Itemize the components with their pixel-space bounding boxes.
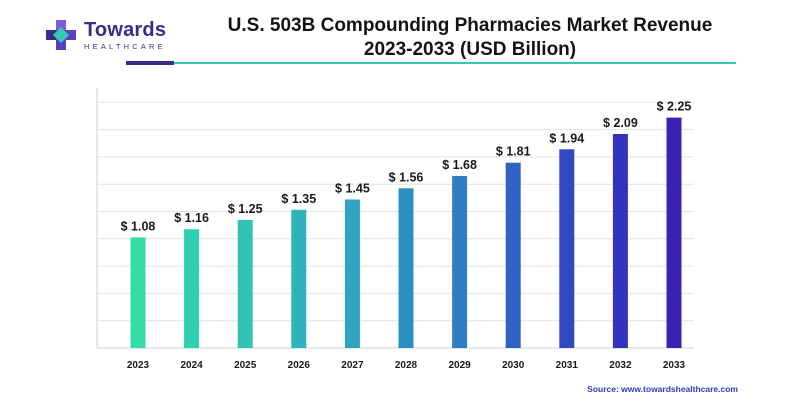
data-label-2029: $ 1.68 xyxy=(442,158,477,172)
bar-2025 xyxy=(237,220,253,348)
title-rule xyxy=(174,62,736,64)
x-tick-label-2027: 2027 xyxy=(341,360,364,371)
bar-2031 xyxy=(559,149,575,348)
data-label-2023: $ 1.08 xyxy=(121,219,156,233)
bar-2033 xyxy=(666,117,682,348)
brand-logo: Towards HEALTHCARE xyxy=(44,18,166,52)
title-rule-accent xyxy=(126,61,174,65)
bar-2029 xyxy=(452,176,468,348)
x-tick-label-2026: 2026 xyxy=(288,360,311,371)
bar-2023 xyxy=(130,237,146,348)
data-label-2027: $ 1.45 xyxy=(335,182,370,196)
data-label-2033: $ 2.25 xyxy=(657,100,692,114)
data-label-2025: $ 1.25 xyxy=(228,202,263,216)
bar-2030 xyxy=(505,162,521,348)
x-tick-label-2025: 2025 xyxy=(234,360,257,371)
chart-title-line1: U.S. 503B Compounding Pharmacies Market … xyxy=(227,15,713,36)
x-tick-label-2028: 2028 xyxy=(395,360,418,371)
data-label-2031: $ 1.94 xyxy=(549,131,584,145)
chart-title: U.S. 503B Compounding Pharmacies Market … xyxy=(200,14,740,62)
bar-2026 xyxy=(291,209,307,348)
x-tick-label-2032: 2032 xyxy=(609,360,632,371)
medical-cross-icon xyxy=(46,20,76,50)
x-tick-label-2024: 2024 xyxy=(180,360,203,371)
x-tick-label-2031: 2031 xyxy=(556,360,579,371)
data-label-2032: $ 2.09 xyxy=(603,116,638,130)
data-label-2024: $ 1.16 xyxy=(174,211,209,225)
logo-name: Towards xyxy=(84,18,167,41)
logo-subtitle: HEALTHCARE xyxy=(84,41,166,51)
chart-title-line2: 2023-2033 (USD Billion) xyxy=(363,39,577,60)
x-tick-label-2023: 2023 xyxy=(127,360,150,371)
bar-2028 xyxy=(398,188,414,348)
bar-2032 xyxy=(612,134,628,348)
data-label-2028: $ 1.56 xyxy=(389,170,424,184)
x-tick-label-2030: 2030 xyxy=(502,360,525,371)
bar-2027 xyxy=(344,199,360,348)
data-label-2030: $ 1.81 xyxy=(496,145,531,159)
source-note: Source: www.towardshealthcare.com xyxy=(587,384,738,394)
data-label-2026: $ 1.35 xyxy=(281,192,316,206)
bar-2024 xyxy=(184,229,200,348)
x-tick-label-2033: 2033 xyxy=(663,360,686,371)
x-tick-label-2029: 2029 xyxy=(448,360,471,371)
